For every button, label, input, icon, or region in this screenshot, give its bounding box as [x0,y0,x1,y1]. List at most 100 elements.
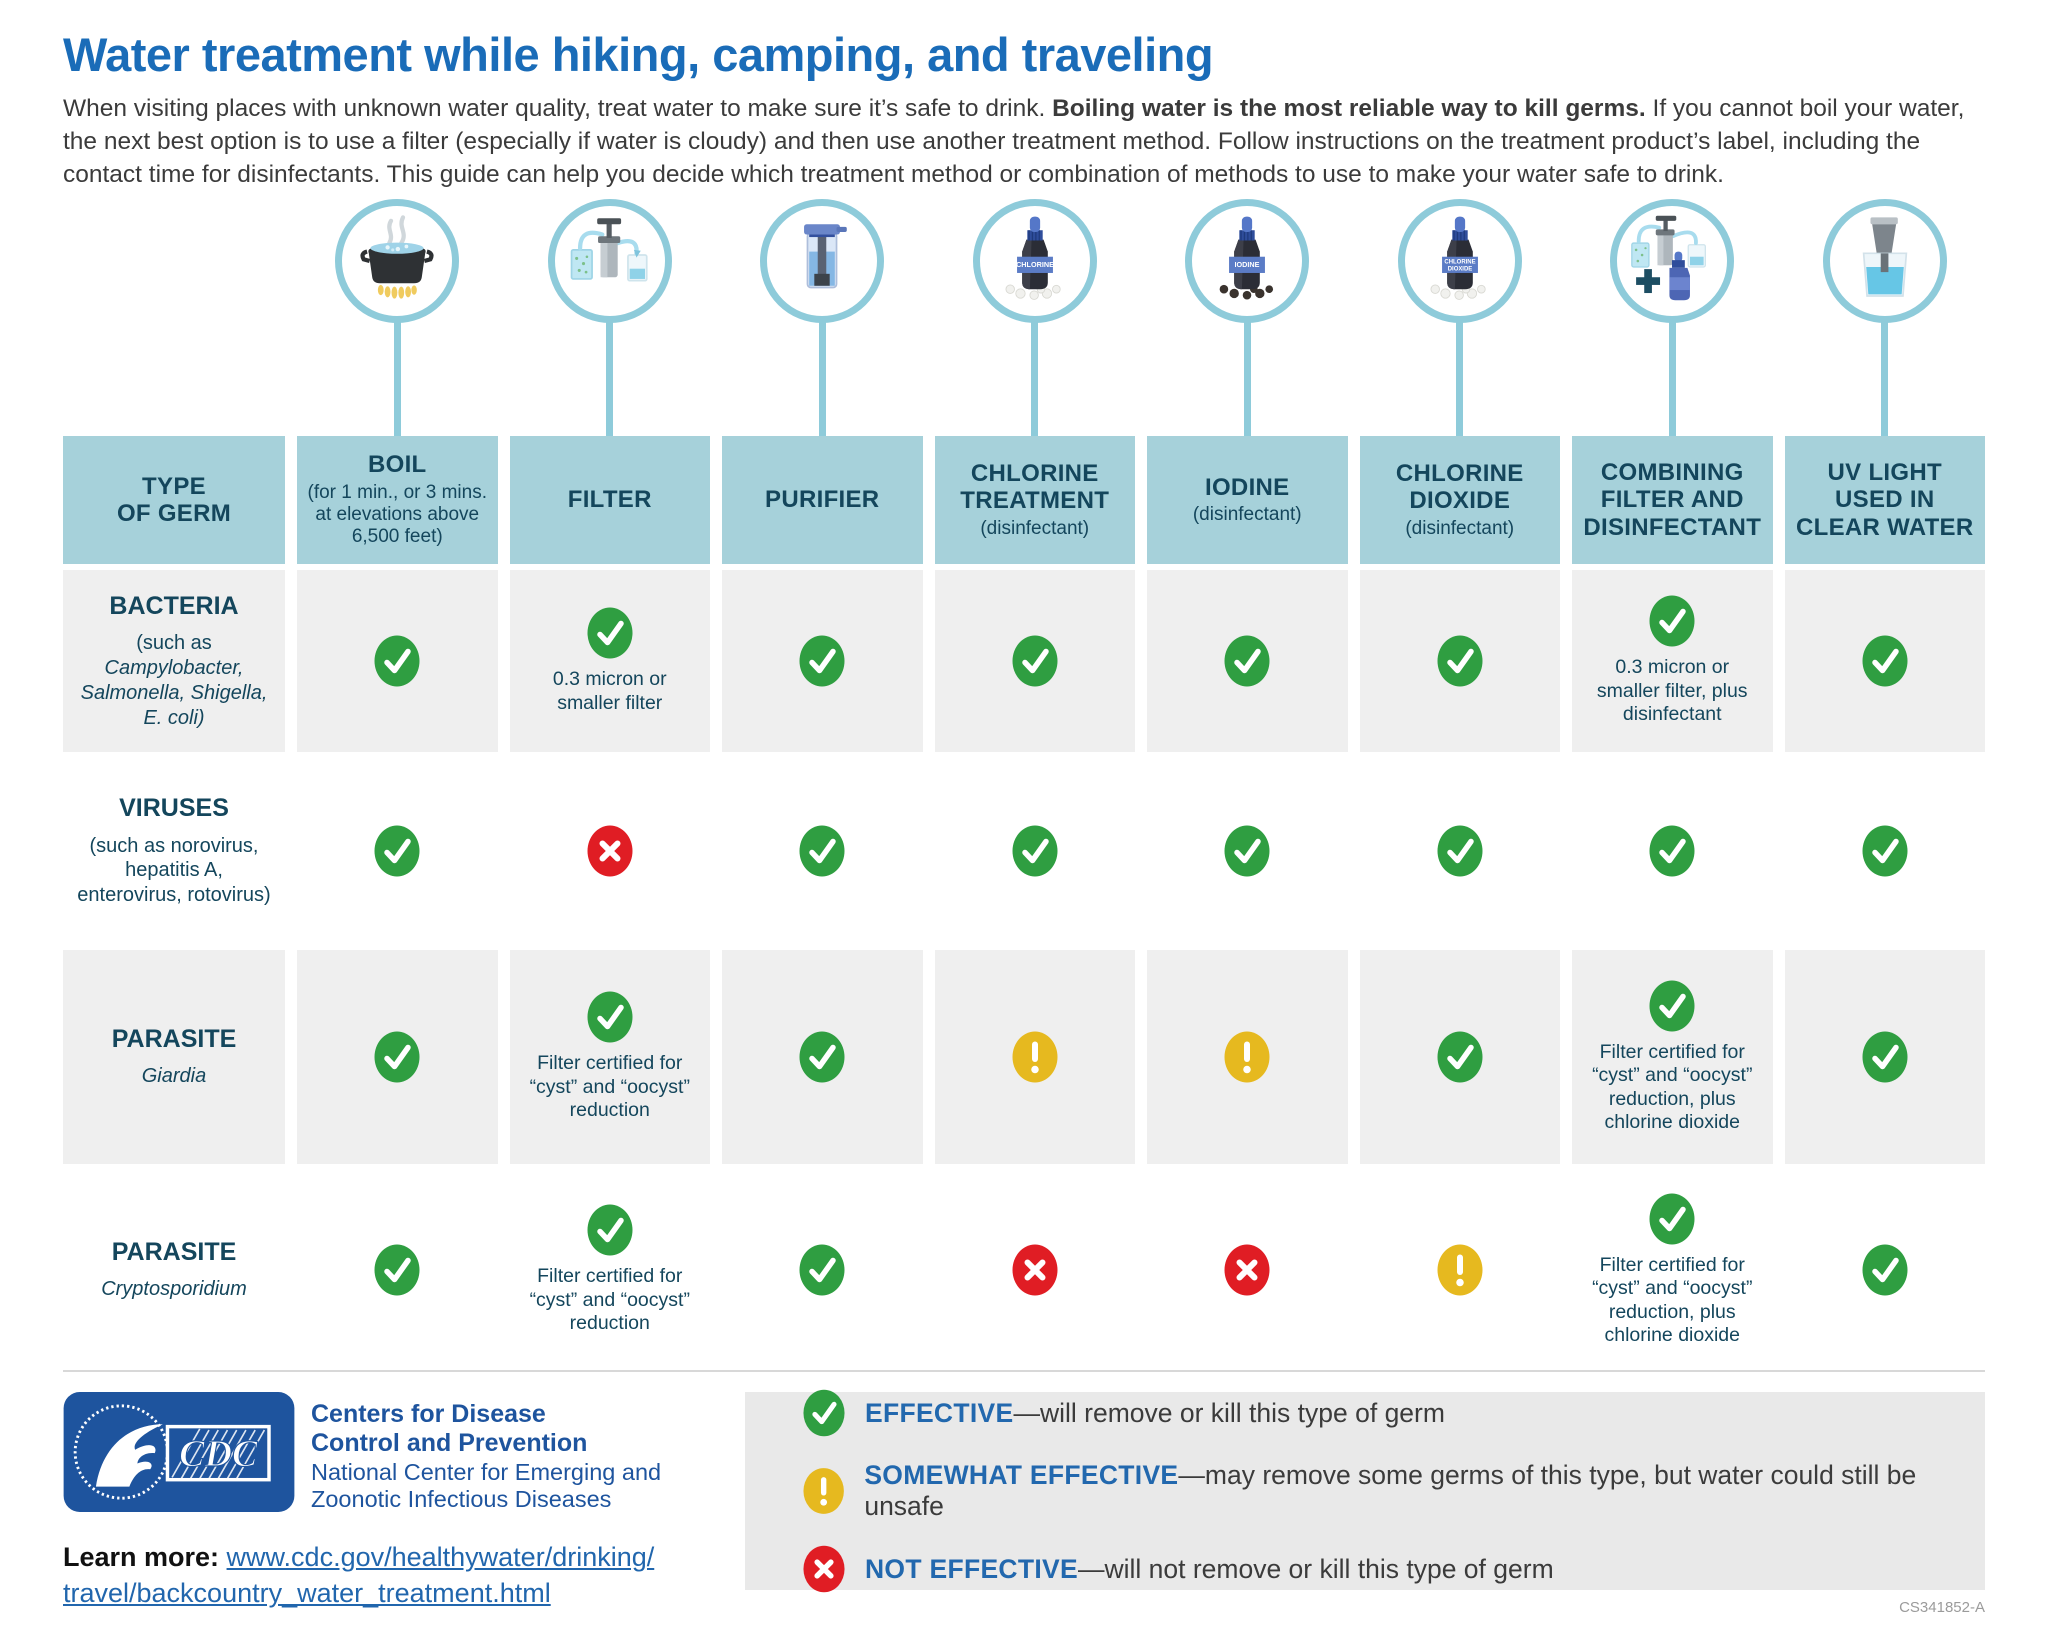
icon-stem [393,321,401,436]
somewhat-effective-icon [1437,1244,1483,1296]
method-icon-cell-purifier [722,199,923,436]
effective-icon [1224,825,1270,877]
effective-icon [799,1031,845,1083]
column-subtitle: (for 1 min., or 3 mins. at elevations ab… [307,481,488,548]
germ-type-label: PARASITE [111,1024,237,1053]
method-icon-cell-chlorine-dioxide: CHLORINE DIOXIDE [1360,199,1561,436]
filter-pump-icon [547,199,672,323]
somewhat-effective-icon [1012,1031,1058,1083]
effective-icon [587,1204,633,1256]
svg-text:CHLORINE: CHLORINE [1016,260,1054,269]
cell-cryptosporidium-filter: Filter certified for “cyst” and “oocyst”… [509,1170,710,1370]
germ-examples: (such as norovirus, hepatitis A, enterov… [77,834,271,907]
column-header-boil: BOIL (for 1 min., or 3 mins. at elevation… [297,436,498,564]
germ-type-label: PARASITE [111,1237,237,1266]
effective-icon [1012,825,1058,877]
cell-viruses-boil [297,758,498,944]
cell-giardia-uv [1784,950,1985,1164]
svg-text:IODINE: IODINE [1235,260,1260,269]
intro-text-end: If you cannot boil your water, the next … [63,95,1965,188]
uv-light-icon [1822,199,1947,323]
legend-text: NOT EFFECTIVE—will not remove or kill th… [865,1554,1554,1585]
germ-row-bacteria: BACTERIA (such as Campylobacter, Salmonel… [63,570,1985,752]
column-title: CHLORINE DIOXIDE [1395,459,1524,515]
column-title: UV LIGHT USED IN CLEAR WATER [1795,458,1974,541]
icon-stem [1243,321,1251,436]
effective-icon [587,607,633,659]
learn-more-label: Learn more: [63,1542,227,1572]
column-subtitle: (disinfectant) [1192,503,1302,525]
cdc-logo: CDC [63,1392,295,1517]
column-header-iodine: IODINE (disinfectant) [1147,436,1348,564]
cell-bacteria-chlorine [934,570,1135,752]
table-body: BACTERIA (such as Campylobacter, Salmonel… [63,570,1985,1370]
effective-icon [799,635,845,687]
column-title: CHLORINE TREATMENT [960,459,1110,515]
legend-item-not-effective: NOT EFFECTIVE—will not remove or kill th… [803,1545,1985,1593]
column-header-uv: UV LIGHT USED IN CLEAR WATER [1784,436,1985,564]
learn-more-link[interactable]: www.cdc.gov/healthywater/drinking/travel… [63,1542,654,1608]
legend-text: SOMEWHAT EFFECTIVE—may remove some germs… [864,1460,1985,1522]
boiling-pot-icon [335,199,460,323]
cell-bacteria-uv [1784,570,1985,752]
effective-icon [587,991,633,1043]
cell-giardia-iodine [1147,950,1348,1164]
chlorine-bottle-icon: CHLORINE [972,199,1097,323]
legend-description: —will not remove or kill this type of ge… [1077,1553,1554,1584]
cell-note: Filter certified for “cyst” and “oocyst”… [529,1052,690,1122]
cell-giardia-chlorine [934,950,1135,1164]
row-header-giardia: PARASITE Giardia [63,950,285,1164]
effective-icon [1224,635,1270,687]
cdc-org-text: Centers for Disease Control and Preventio… [311,1392,661,1514]
effective-icon [1862,1031,1908,1083]
cell-note: 0.3 micron or smaller filter [552,668,667,714]
cdc-org-name: Centers for Disease Control and Preventio… [311,1400,661,1457]
cell-cryptosporidium-purifier [722,1170,923,1370]
legend-term: SOMEWHAT EFFECTIVE [864,1460,1179,1490]
cell-viruses-purifier [722,758,923,944]
column-header-chlorine: CHLORINE TREATMENT (disinfectant) [934,436,1135,564]
center-name-line1: National Center for Emerging and [311,1459,662,1485]
cell-viruses-combining [1572,758,1773,944]
row-header-cryptosporidium: PARASITE Cryptosporidium [63,1170,285,1370]
column-subtitle: (disinfectant) [980,517,1090,539]
effective-icon [799,825,845,877]
legend-item-somewhat-effective: SOMEWHAT EFFECTIVE—may remove some germs… [803,1460,1985,1522]
page-title: Water treatment while hiking, camping, a… [63,28,1214,81]
effective-icon [1649,980,1695,1032]
iodine-bottle-icon: IODINE [1185,199,1310,323]
cdc-center-name: National Center for Emerging and Zoonotic… [311,1459,661,1514]
corner-header: TYPE OF GERM [63,436,285,564]
url-line-1: www.cdc.gov/healthywater/drinking/ [226,1542,655,1572]
cell-giardia-combining: Filter certified for “cyst” and “oocyst”… [1572,950,1773,1164]
germ-type-label: VIRUSES [119,793,229,822]
icon-stem [1881,321,1889,436]
org-name-line1: Centers for Disease [311,1400,546,1428]
not-effective-icon [587,825,633,877]
method-icon-cell-combining [1572,199,1773,436]
effective-icon [1862,1244,1908,1296]
germ-row-viruses: VIRUSES (such as norovirus, hepatitis A, … [63,758,1985,944]
row-header-viruses: VIRUSES (such as norovirus, hepatitis A, … [63,758,285,944]
filter-plus-disinfectant-icon [1610,199,1735,323]
legend-item-effective: EFFECTIVE—will remove or kill this type … [803,1389,1985,1437]
cell-cryptosporidium-chlorine [934,1170,1135,1370]
org-name-line2: Control and Prevention [311,1428,588,1457]
footer: CDC Centers for Disease Control and Preve… [63,1392,728,1612]
germ-row-giardia: PARASITE Giardia Filter certified for “cys… [63,950,1985,1164]
not-effective-icon [1224,1244,1270,1296]
cell-giardia-boil [297,950,498,1164]
germ-examples: Giardia [141,1065,207,1088]
cell-viruses-chlorine [934,758,1135,944]
legend-term: NOT EFFECTIVE [865,1553,1078,1584]
effective-icon [1437,635,1483,687]
effective-icon [1649,1193,1695,1245]
somewhat-effective-icon [1224,1031,1270,1083]
method-icon-cell-chlorine: CHLORINE [935,199,1136,436]
cell-viruses-iodine [1147,758,1348,944]
cell-giardia-purifier [722,950,923,1164]
effective-icon [1862,635,1908,687]
cell-giardia-chlorine-dioxide [1359,950,1560,1164]
intro-text-start: When visiting places with unknown water … [63,95,1053,122]
row-header-bacteria: BACTERIA (such as Campylobacter, Salmonel… [63,570,285,752]
